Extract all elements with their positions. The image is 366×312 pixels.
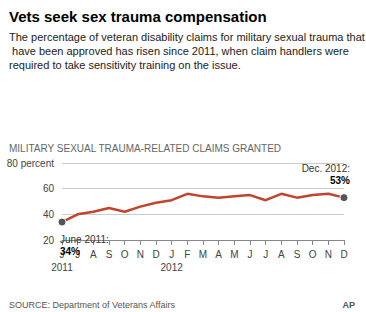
svg-text:O: O — [309, 249, 317, 260]
svg-text:J: J — [248, 249, 253, 260]
svg-text:S: S — [294, 249, 301, 260]
svg-text:June 2011:: June 2011: — [60, 234, 109, 245]
svg-text:60: 60 — [43, 183, 55, 194]
svg-text:34%: 34% — [60, 246, 80, 257]
svg-text:D: D — [152, 249, 159, 260]
svg-text:MILITARY SEXUAL TRAUMA-RELATED: MILITARY SEXUAL TRAUMA-RELATED CLAIMS GR… — [9, 143, 281, 154]
svg-text:53%: 53% — [330, 175, 350, 186]
svg-text:S: S — [106, 249, 113, 260]
svg-text:The percentage of veteran disa: The percentage of veteran disability cla… — [9, 31, 365, 43]
svg-text:2011: 2011 — [51, 262, 73, 273]
svg-text:Vets seek sex trauma compensat: Vets seek sex trauma compensation — [9, 8, 267, 25]
svg-text:have been approved has risen s: have been approved has risen since 2011,… — [9, 45, 352, 57]
svg-text:J: J — [169, 249, 174, 260]
svg-text:A: A — [278, 249, 285, 260]
svg-text:F: F — [184, 249, 190, 260]
svg-text:N: N — [325, 249, 332, 260]
svg-text:A: A — [90, 249, 97, 260]
svg-text:Dec. 2012:: Dec. 2012: — [302, 163, 350, 174]
svg-text:AP: AP — [342, 300, 355, 310]
svg-text:D: D — [340, 249, 347, 260]
svg-text:O: O — [121, 249, 129, 260]
svg-text:20: 20 — [43, 235, 55, 246]
svg-text:N: N — [137, 249, 144, 260]
svg-text:M: M — [230, 249, 238, 260]
svg-text:2012: 2012 — [161, 262, 184, 273]
svg-text:40: 40 — [43, 209, 55, 220]
svg-text:M: M — [199, 249, 207, 260]
svg-text:80 percent: 80 percent — [7, 158, 54, 169]
svg-text:A: A — [215, 249, 222, 260]
svg-text:SOURCE: Department of Veterans: SOURCE: Department of Veterans Affairs — [9, 300, 175, 310]
svg-text:J: J — [263, 249, 268, 260]
svg-text:required to take sensitivity t: required to take sensitivity training on… — [9, 59, 241, 71]
